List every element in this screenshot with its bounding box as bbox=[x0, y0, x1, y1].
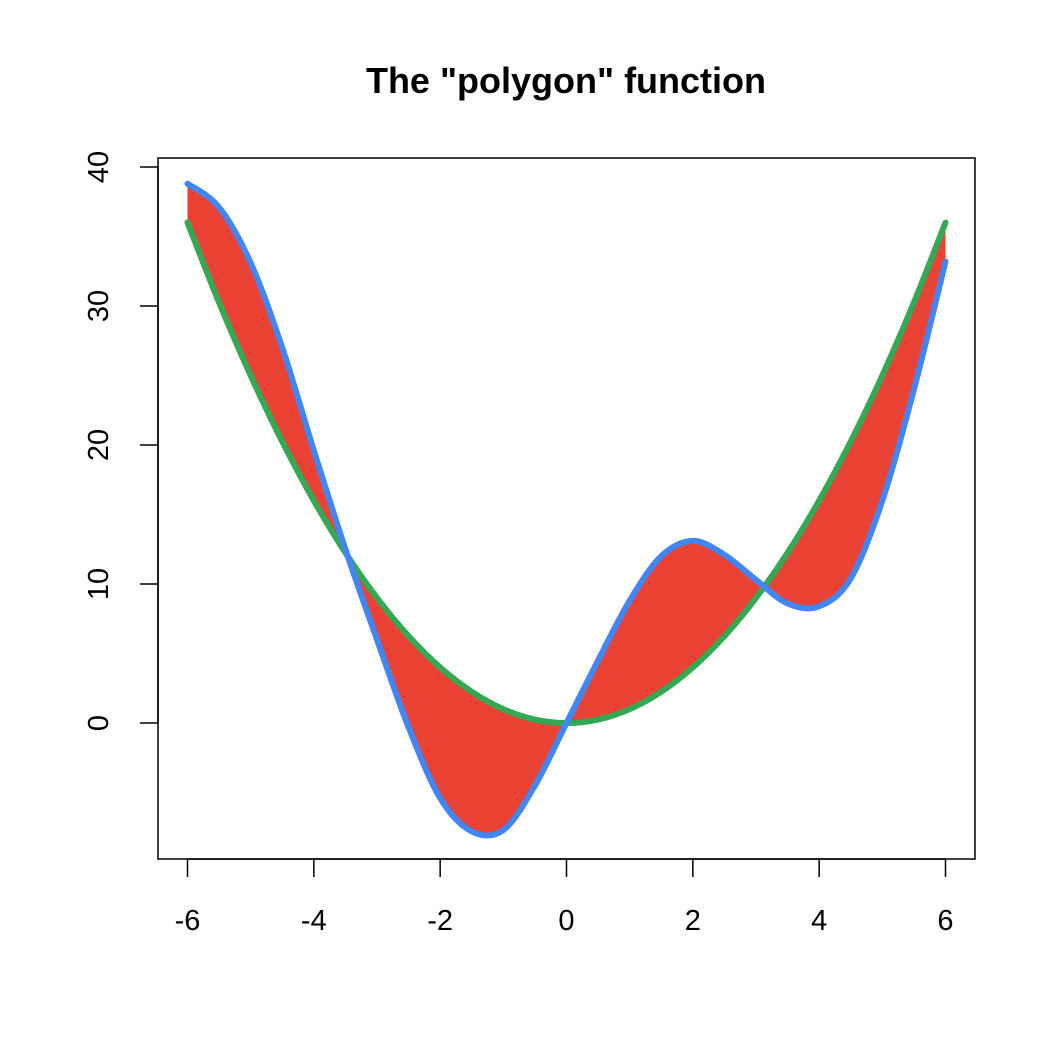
y-tick-label: 10 bbox=[83, 568, 115, 600]
x-tick-label: 4 bbox=[811, 905, 827, 937]
y-tick-label: 40 bbox=[83, 151, 115, 183]
x-tick-label: 6 bbox=[937, 905, 953, 937]
x-axis: -6 -4 -2 0 2 4 6 bbox=[175, 858, 954, 937]
y-tick-label: 20 bbox=[83, 429, 115, 461]
green-series-line bbox=[184, 219, 949, 726]
x-tick-label: -2 bbox=[427, 905, 453, 937]
x-tick-label: 0 bbox=[558, 905, 574, 937]
x-tick-label: -6 bbox=[175, 905, 201, 937]
fill-region bbox=[187, 183, 946, 836]
x-tick-label: 2 bbox=[685, 905, 701, 937]
series-lines bbox=[184, 180, 949, 839]
y-tick-label: 30 bbox=[83, 290, 115, 322]
x-tick-label: -4 bbox=[301, 905, 327, 937]
y-tick-label: 0 bbox=[83, 715, 115, 731]
fill-polygon bbox=[187, 183, 946, 836]
y-axis: 0 10 20 30 40 bbox=[83, 151, 159, 731]
blue-series-line bbox=[184, 180, 949, 839]
chart-title: The "polygon" function bbox=[366, 60, 766, 101]
